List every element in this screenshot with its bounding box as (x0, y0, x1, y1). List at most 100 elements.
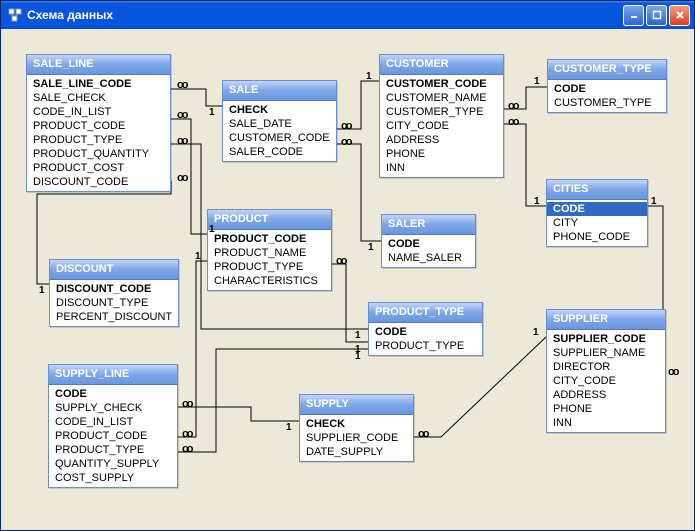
table-field[interactable]: CUSTOMER_CODE (223, 131, 336, 145)
table-field[interactable]: PRODUCT_CODE (49, 429, 177, 443)
table-field[interactable]: CODE (49, 387, 177, 401)
table-cities[interactable]: CITIESCODECITYPHONE_CODE (546, 179, 648, 247)
table-header[interactable]: SALE (223, 81, 336, 101)
table-header[interactable]: SUPPLY (300, 395, 413, 415)
table-supply-line[interactable]: SUPPLY_LINECODESUPPLY_CHECKCODE_IN_LISTP… (48, 364, 178, 488)
table-field[interactable]: CITY_CODE (380, 119, 503, 133)
table-field[interactable]: DISCOUNT_TYPE (50, 296, 178, 310)
table-field[interactable]: PRODUCT_CODE (208, 232, 331, 246)
table-header[interactable]: PRODUCT (208, 210, 331, 230)
table-field[interactable]: COST_SUPPLY (49, 471, 177, 485)
table-field[interactable]: CITY_CODE (547, 374, 665, 388)
table-field[interactable]: PRODUCT_COST (27, 161, 170, 175)
table-field[interactable]: SUPPLIER_CODE (547, 332, 665, 346)
table-supply[interactable]: SUPPLY CHECKSUPPLIER_CODEDATE_SUPPLY (299, 394, 414, 462)
table-header[interactable]: SALE_LINE (27, 55, 170, 75)
table-field[interactable]: PERCENT_DISCOUNT (50, 310, 178, 324)
table-field[interactable]: CODE_IN_LIST (27, 105, 170, 119)
table-field[interactable]: PHONE (380, 147, 503, 161)
table-body: SUPPLIER_CODESUPPLIER_NAMEDIRECTORCITY_C… (547, 330, 665, 432)
table-field[interactable]: CITY (547, 216, 647, 230)
table-saler[interactable]: SALER CODENAME_SALER (381, 214, 476, 268)
cardinality-label: 1 (368, 242, 374, 253)
cardinality-label: 1 (355, 330, 361, 341)
table-body: CHECKSALE_DATECUSTOMER_CODESALER_CODE (223, 101, 336, 161)
table-header[interactable]: DISCOUNT (50, 260, 178, 280)
table-field[interactable]: CUSTOMER_TYPE (548, 96, 666, 110)
table-field[interactable]: SUPPLIER_NAME (547, 346, 665, 360)
table-field[interactable]: SUPPLY_CHECK (49, 401, 177, 415)
table-field[interactable]: SALER_CODE (223, 145, 336, 159)
table-field[interactable]: NAME_SALER (382, 251, 475, 265)
table-product-type[interactable]: PRODUCT_TYPECODEPRODUCT_TYPE (368, 302, 483, 356)
table-field[interactable]: CUSTOMER_TYPE (380, 105, 503, 119)
cardinality-label: 1 (651, 196, 657, 207)
cardinality-label: oo (668, 366, 677, 378)
table-product[interactable]: PRODUCTPRODUCT_CODEPRODUCT_NAMEPRODUCT_T… (207, 209, 332, 291)
table-field[interactable]: PRODUCT_CODE (27, 119, 170, 133)
table-field[interactable]: DATE_SUPPLY (300, 445, 413, 459)
table-body: CUSTOMER_CODECUSTOMER_NAMECUSTOMER_TYPEC… (380, 75, 503, 177)
table-header[interactable]: CUSTOMER_TYPE (548, 60, 666, 80)
table-field[interactable]: PRODUCT_NAME (208, 246, 331, 260)
table-field[interactable]: CHARACTERISTICS (208, 274, 331, 288)
cardinality-label: oo (508, 100, 517, 112)
table-header[interactable]: CITIES (547, 180, 647, 200)
table-body: PRODUCT_CODEPRODUCT_NAMEPRODUCT_TYPECHAR… (208, 230, 331, 290)
table-field[interactable]: DISCOUNT_CODE (50, 282, 178, 296)
app-icon (7, 7, 23, 23)
table-field[interactable]: CODE_IN_LIST (49, 415, 177, 429)
table-field[interactable]: SALE_LINE_CODE (27, 77, 170, 91)
table-field[interactable]: SALE_DATE (223, 117, 336, 131)
titlebar[interactable]: Схема данных (1, 1, 694, 29)
window-title: Схема данных (27, 8, 623, 22)
table-sale[interactable]: SALECHECKSALE_DATECUSTOMER_CODESALER_COD… (222, 80, 337, 162)
cardinality-label: 1 (534, 196, 540, 207)
table-field[interactable]: INN (547, 416, 665, 430)
table-field[interactable]: CUSTOMER_CODE (380, 77, 503, 91)
table-field[interactable]: ADDRESS (547, 388, 665, 402)
table-customer-type[interactable]: CUSTOMER_TYPECODECUSTOMER_TYPE (547, 59, 667, 113)
table-field[interactable]: CODE (369, 325, 482, 339)
table-header[interactable]: CUSTOMER (380, 55, 503, 75)
table-field[interactable]: DIRECTOR (547, 360, 665, 374)
table-field[interactable]: CHECK (223, 103, 336, 117)
table-field[interactable]: ADDRESS (380, 133, 503, 147)
table-sale-line[interactable]: SALE_LINE SALE_LINE_CODESALE_CHECKCODE_IN… (26, 54, 171, 192)
table-discount[interactable]: DISCOUNT DISCOUNT_CODEDISCOUNT_TYPEPERCEN… (49, 259, 179, 327)
table-field[interactable]: PRODUCT_TYPE (208, 260, 331, 274)
cardinality-label: oo (418, 428, 427, 440)
cardinality-label: oo (177, 109, 186, 121)
table-field[interactable]: CHECK (300, 417, 413, 431)
table-header[interactable]: SUPPLIER (547, 310, 665, 330)
table-field[interactable]: PHONE_CODE (547, 230, 647, 244)
cardinality-label: 1 (533, 327, 539, 338)
table-field[interactable]: PRODUCT_QUANTITY (27, 147, 170, 161)
table-header[interactable]: SALER (382, 215, 475, 235)
table-field[interactable]: CODE (548, 82, 666, 96)
table-field[interactable]: CODE (382, 237, 475, 251)
maximize-button[interactable] (646, 5, 667, 26)
table-field[interactable]: CUSTOMER_NAME (380, 91, 503, 105)
table-customer[interactable]: CUSTOMERCUSTOMER_CODECUSTOMER_NAMECUSTOM… (379, 54, 504, 178)
table-body: CODECITYPHONE_CODE (547, 200, 647, 246)
table-header[interactable]: SUPPLY_LINE (49, 365, 177, 385)
table-field[interactable]: PHONE (547, 402, 665, 416)
table-field[interactable]: CODE (547, 202, 647, 216)
table-supplier[interactable]: SUPPLIERSUPPLIER_CODESUPPLIER_NAMEDIRECT… (546, 309, 666, 433)
table-field[interactable]: SUPPLIER_CODE (300, 431, 413, 445)
minimize-button[interactable] (623, 5, 644, 26)
table-field[interactable]: SALE_CHECK (27, 91, 170, 105)
cardinality-label: oo (341, 136, 350, 148)
cardinality-label: 1 (209, 107, 215, 118)
table-field[interactable]: INN (380, 161, 503, 175)
diagram-canvas[interactable]: SALE_LINESALE_LINE_CODESALE_CHECKCODE_IN… (1, 29, 694, 530)
table-field[interactable]: PRODUCT_TYPE (49, 443, 177, 457)
cardinality-label: oo (177, 172, 186, 184)
table-field[interactable]: PRODUCT_TYPE (369, 339, 482, 353)
table-field[interactable]: PRODUCT_TYPE (27, 133, 170, 147)
table-field[interactable]: QUANTITY_SUPPLY (49, 457, 177, 471)
close-button[interactable] (669, 5, 690, 26)
table-header[interactable]: PRODUCT_TYPE (369, 303, 482, 323)
table-field[interactable]: DISCOUNT_CODE (27, 175, 170, 189)
